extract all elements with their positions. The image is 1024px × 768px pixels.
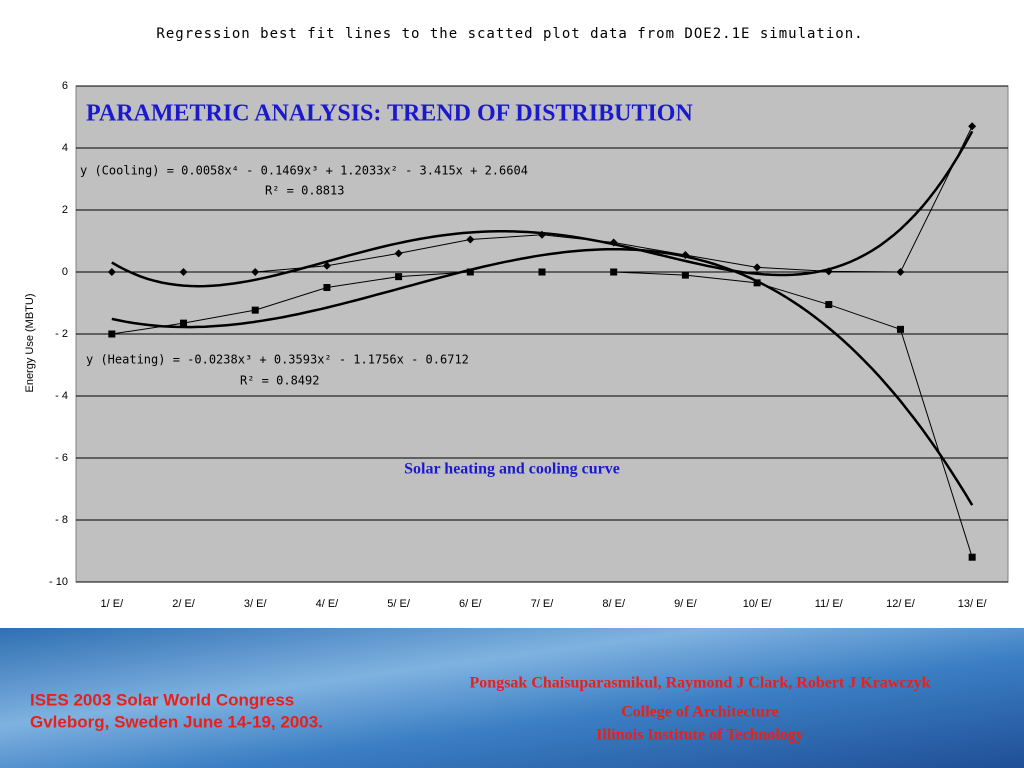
marker xyxy=(681,250,690,259)
marker xyxy=(466,268,474,276)
marker xyxy=(395,273,403,281)
marker xyxy=(968,553,976,561)
marker xyxy=(179,268,188,276)
chart-title: Regression best fit lines to the scatted… xyxy=(156,26,863,42)
marker xyxy=(609,238,618,247)
equation: y (Cooling) = 0.0058x⁴ - 0.1469x³ + 1.20… xyxy=(80,164,528,178)
marker xyxy=(896,268,905,276)
y-tick-label: - 10 xyxy=(49,576,68,588)
institute: Illinois Institute of Technology xyxy=(596,727,804,744)
marker xyxy=(968,122,977,131)
x-tick-label: 7/ E/ xyxy=(531,598,555,610)
y-tick-label: - 6 xyxy=(55,452,68,464)
r-squared: R² = 0.8813 xyxy=(265,184,344,198)
x-tick-label: 6/ E/ xyxy=(459,598,483,610)
marker xyxy=(538,230,546,239)
marker xyxy=(824,267,833,276)
marker xyxy=(394,249,403,258)
heading: PARAMETRIC ANALYSIS: TREND OF DISTRIBUTI… xyxy=(86,101,693,127)
marker xyxy=(251,268,260,276)
marker xyxy=(323,284,331,291)
y-tick-label: 0 xyxy=(62,266,68,278)
equation: y (Heating) = -0.0238x³ + 0.3593x² - 1.1… xyxy=(86,353,469,367)
marker xyxy=(180,319,188,327)
y-tick-label: 2 xyxy=(62,204,68,216)
place: Gvleborg, Sweden June 14-19, 2003. xyxy=(30,712,323,731)
congress: ISES 2003 Solar World Congress xyxy=(30,690,294,709)
x-tick-label: 10/ E/ xyxy=(743,598,773,610)
marker xyxy=(107,268,116,276)
y-tick-label: 6 xyxy=(62,80,68,92)
y-axis-label: Energy Use (MBTU) xyxy=(24,293,36,392)
marker xyxy=(610,268,618,276)
x-tick-label: 4/ E/ xyxy=(316,598,340,610)
footer-banner xyxy=(0,628,1024,768)
x-tick-label: 11/ E/ xyxy=(815,598,844,610)
x-tick-label: 12/ E/ xyxy=(886,598,916,610)
y-tick-label: - 4 xyxy=(55,390,68,402)
x-tick-label: 8/ E/ xyxy=(602,598,626,610)
marker xyxy=(825,301,833,309)
marker xyxy=(466,235,475,244)
y-tick-label: - 2 xyxy=(55,328,68,340)
marker xyxy=(322,261,331,270)
y-tick-label: 4 xyxy=(62,142,68,154)
x-tick-label: 3/ E/ xyxy=(244,598,268,610)
college: College of Architecture xyxy=(621,704,779,721)
x-tick-label: 13/ E/ xyxy=(958,598,988,610)
y-tick-label: - 8 xyxy=(55,514,68,526)
x-tick-label: 1/ E/ xyxy=(101,598,125,610)
marker xyxy=(108,330,116,338)
marker xyxy=(681,271,689,279)
marker xyxy=(538,268,546,276)
x-tick-label: 5/ E/ xyxy=(387,598,411,610)
marker xyxy=(251,306,259,314)
marker xyxy=(753,279,761,287)
marker xyxy=(896,325,904,333)
r-squared: R² = 0.8492 xyxy=(240,374,319,388)
marker xyxy=(753,263,762,272)
x-tick-label: 9/ E/ xyxy=(674,598,698,610)
annotation: Solar heating and cooling curve xyxy=(404,461,620,478)
x-tick-label: 2/ E/ xyxy=(172,598,196,610)
trend-line xyxy=(111,248,974,506)
authors: Pongsak Chaisuparasmikul, Raymond J Clar… xyxy=(470,675,931,692)
